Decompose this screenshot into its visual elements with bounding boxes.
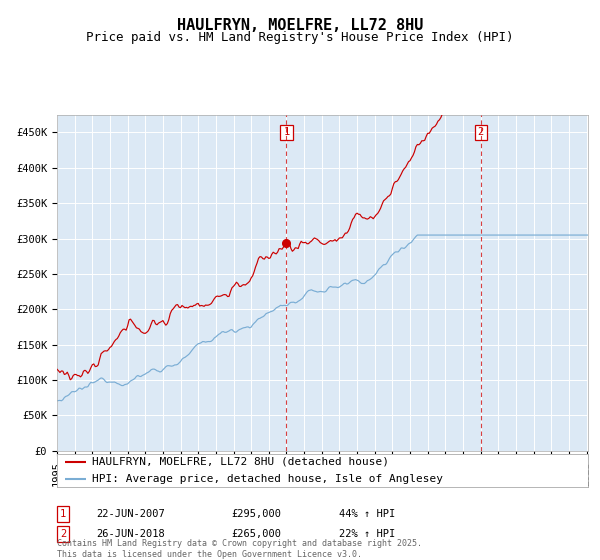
Text: 22-JUN-2007: 22-JUN-2007 — [96, 509, 165, 519]
Text: HAULFRYN, MOELFRE, LL72 8HU (detached house): HAULFRYN, MOELFRE, LL72 8HU (detached ho… — [92, 456, 389, 466]
Text: Contains HM Land Registry data © Crown copyright and database right 2025.
This d: Contains HM Land Registry data © Crown c… — [57, 539, 422, 559]
Text: 44% ↑ HPI: 44% ↑ HPI — [339, 509, 395, 519]
Text: 2: 2 — [60, 529, 66, 539]
Text: 22% ↑ HPI: 22% ↑ HPI — [339, 529, 395, 539]
Text: 1: 1 — [60, 509, 66, 519]
Text: 1: 1 — [283, 128, 290, 138]
Text: 2: 2 — [478, 128, 484, 138]
Text: Price paid vs. HM Land Registry's House Price Index (HPI): Price paid vs. HM Land Registry's House … — [86, 31, 514, 44]
Text: £265,000: £265,000 — [231, 529, 281, 539]
Text: £295,000: £295,000 — [231, 509, 281, 519]
Text: HPI: Average price, detached house, Isle of Anglesey: HPI: Average price, detached house, Isle… — [92, 474, 443, 484]
Text: HAULFRYN, MOELFRE, LL72 8HU: HAULFRYN, MOELFRE, LL72 8HU — [177, 18, 423, 33]
Text: 26-JUN-2018: 26-JUN-2018 — [96, 529, 165, 539]
